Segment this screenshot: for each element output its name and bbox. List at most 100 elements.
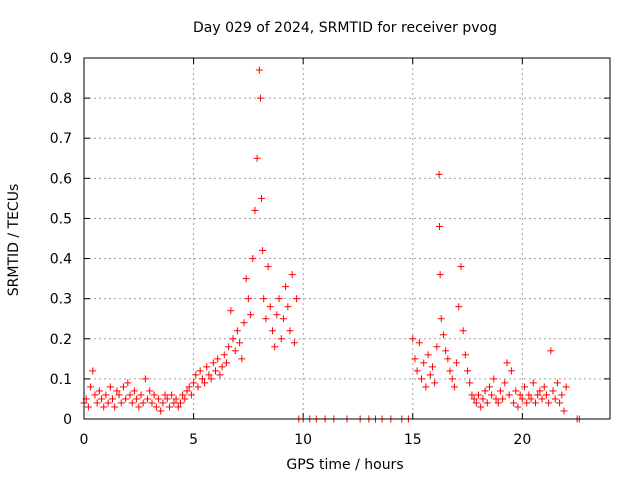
- data-point: [538, 395, 546, 403]
- data-point: [444, 355, 452, 363]
- data-point: [490, 375, 498, 383]
- data-point: [205, 371, 213, 379]
- data-point: [240, 319, 248, 327]
- data-point: [119, 383, 127, 391]
- data-point: [161, 391, 169, 399]
- data-point: [124, 379, 132, 387]
- data-point: [446, 367, 454, 375]
- data-point: [436, 271, 444, 279]
- data-point: [479, 395, 487, 403]
- data-point: [545, 399, 553, 407]
- data-point: [207, 375, 215, 383]
- data-point: [111, 403, 119, 411]
- data-point: [172, 395, 180, 403]
- data-point: [137, 391, 145, 399]
- data-point: [496, 387, 504, 395]
- data-point: [87, 383, 95, 391]
- data-point: [527, 395, 535, 403]
- data-point: [540, 383, 548, 391]
- data-point: [433, 343, 441, 351]
- data-point: [244, 295, 252, 303]
- data-point: [100, 403, 108, 411]
- data-point: [453, 359, 461, 367]
- data-point: [286, 327, 294, 335]
- data-point: [481, 387, 489, 395]
- data-point: [179, 391, 187, 399]
- data-point: [216, 371, 224, 379]
- data-point: [477, 403, 485, 411]
- data-point: [485, 383, 493, 391]
- data-point: [106, 383, 114, 391]
- data-point: [483, 399, 491, 407]
- data-point: [435, 170, 443, 178]
- data-point: [238, 355, 246, 363]
- data-point: [192, 371, 200, 379]
- data-point: [448, 375, 456, 383]
- data-point: [553, 379, 561, 387]
- data-point: [290, 339, 298, 347]
- data-point: [413, 367, 421, 375]
- data-point: [457, 263, 465, 271]
- data-point: [258, 194, 266, 202]
- data-point: [163, 395, 171, 403]
- data-point: [422, 383, 430, 391]
- data-point: [203, 363, 211, 371]
- data-point: [255, 66, 263, 74]
- data-point: [459, 327, 467, 335]
- data-point: [437, 315, 445, 323]
- data-point: [135, 403, 143, 411]
- data-point: [152, 403, 160, 411]
- data-point: [549, 387, 557, 395]
- data-point: [159, 399, 167, 407]
- data-point: [174, 403, 182, 411]
- y-tick-label: 0.6: [50, 171, 72, 187]
- data-point: [253, 154, 261, 162]
- data-point: [551, 395, 559, 403]
- data-point: [282, 283, 290, 291]
- data-point: [536, 387, 544, 395]
- data-point: [442, 347, 450, 355]
- data-point: [439, 331, 447, 339]
- y-tick-label: 0.5: [50, 211, 72, 227]
- data-point: [529, 379, 537, 387]
- data-point: [431, 379, 439, 387]
- data-point: [558, 391, 566, 399]
- data-point: [428, 363, 436, 371]
- data-point: [198, 375, 206, 383]
- data-point: [130, 387, 138, 395]
- data-point: [542, 391, 550, 399]
- data-point: [212, 367, 219, 375]
- data-point: [91, 391, 99, 399]
- data-point: [185, 383, 193, 391]
- data-point: [220, 351, 228, 359]
- data-point: [560, 407, 568, 415]
- data-point: [505, 391, 513, 399]
- data-point: [424, 351, 432, 359]
- data-point: [260, 295, 268, 303]
- data-point: [516, 391, 524, 399]
- data-point: [122, 395, 130, 403]
- data-point: [181, 395, 189, 403]
- y-tick-label: 0.2: [50, 332, 72, 348]
- x-axis-label: GPS time / hours: [286, 457, 403, 473]
- data-point: [411, 355, 419, 363]
- data-point: [170, 399, 178, 407]
- data-point: [523, 399, 531, 407]
- data-point: [262, 315, 270, 323]
- data-point: [256, 94, 264, 102]
- data-point: [488, 391, 496, 399]
- plot-frame: [83, 57, 611, 420]
- data-point: [231, 347, 239, 355]
- data-point: [176, 399, 184, 407]
- data-points: [80, 66, 583, 423]
- data-point: [494, 399, 502, 407]
- data-point: [157, 407, 165, 415]
- data-point: [115, 391, 123, 399]
- data-point: [475, 391, 482, 399]
- data-point: [271, 343, 279, 351]
- data-point: [225, 343, 233, 351]
- data-point: [233, 327, 241, 335]
- data-point: [201, 379, 209, 387]
- data-point: [249, 255, 257, 263]
